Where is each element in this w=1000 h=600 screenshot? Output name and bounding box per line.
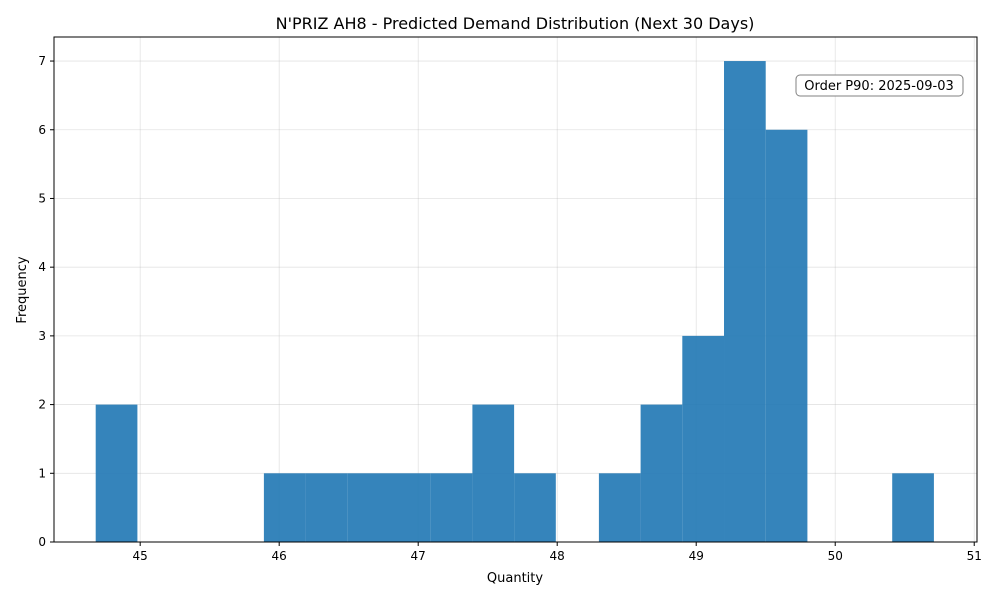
y-tick-label: 3 [38, 329, 46, 343]
annotation-box: Order P90: 2025-09-03 [795, 74, 964, 97]
x-tick-label: 46 [272, 549, 287, 563]
histogram-bar [765, 129, 808, 542]
histogram-bar [682, 335, 725, 542]
histogram-bars [95, 61, 934, 543]
y-tick-label: 7 [38, 54, 46, 68]
histogram-bar [472, 404, 515, 542]
histogram-bar [305, 473, 348, 542]
x-axis-label: Quantity [487, 571, 543, 586]
histogram-bar [514, 473, 556, 542]
histogram-bar [95, 404, 138, 542]
y-tick-label: 0 [38, 535, 46, 549]
x-tick-label: 49 [689, 549, 704, 563]
x-tick-label: 47 [411, 549, 426, 563]
y-tick-label: 6 [38, 123, 46, 137]
y-axis-label: Frequency [15, 256, 30, 323]
histogram-bar [263, 473, 306, 542]
x-axis-ticks: 45 46 47 48 49 50 51 [133, 542, 982, 563]
x-tick-label: 51 [967, 549, 982, 563]
y-tick-label: 4 [38, 260, 46, 274]
histogram-bar [389, 473, 431, 542]
histogram-bar [724, 61, 766, 543]
x-tick-label: 50 [828, 549, 843, 563]
x-tick-label: 45 [133, 549, 148, 563]
annotation-text: Order P90: 2025-09-03 [804, 79, 954, 94]
plot-frame [53, 36, 978, 543]
histogram-bar [892, 473, 934, 542]
y-tick-label: 2 [38, 398, 46, 412]
y-axis-ticks: 0 1 2 3 4 5 6 7 [38, 54, 54, 549]
grid-lines [54, 37, 977, 543]
histogram-bar [347, 473, 390, 542]
chart-title: N'PRIZ AH8 - Predicted Demand Distributi… [276, 14, 755, 33]
y-tick-label: 5 [38, 191, 46, 205]
histogram-bar [640, 404, 683, 542]
histogram-bar [430, 473, 473, 542]
histogram-bar [598, 473, 641, 542]
x-tick-label: 48 [550, 549, 565, 563]
y-tick-label: 1 [38, 466, 46, 480]
